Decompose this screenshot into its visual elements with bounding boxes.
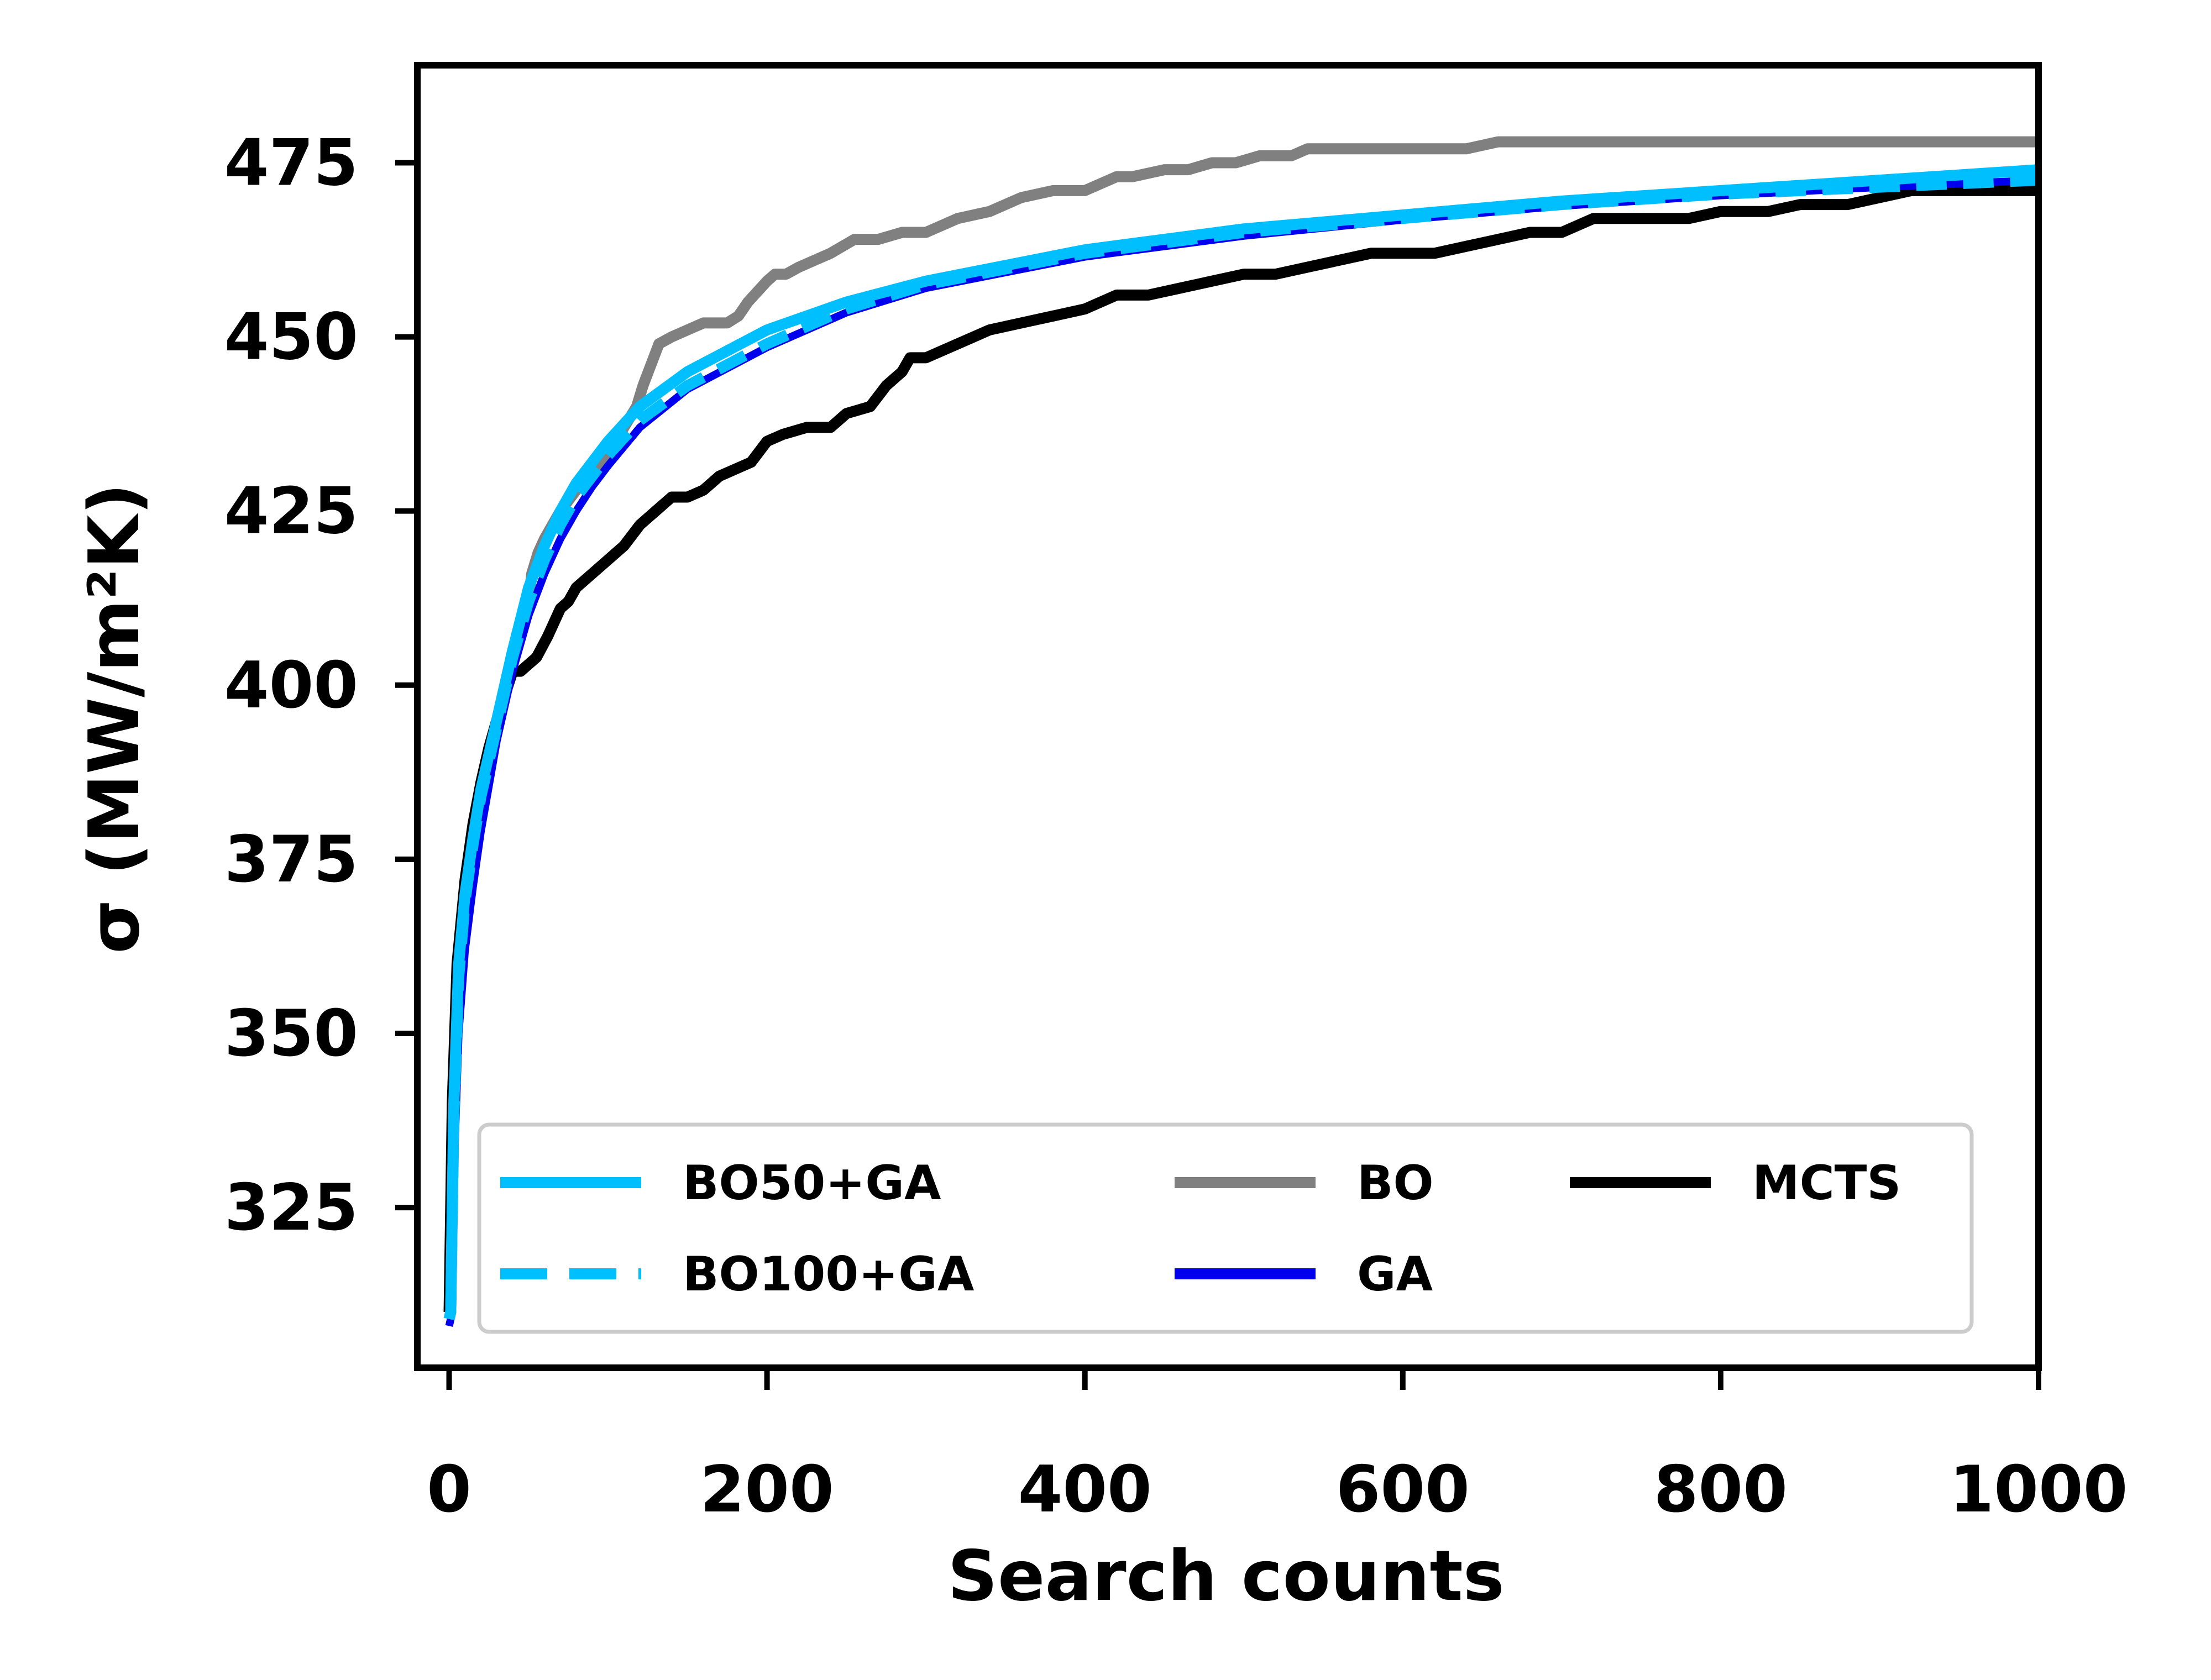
legend-label-bo100-ga: BO100+GA <box>683 1247 974 1302</box>
legend-label-mcts: MCTS <box>1752 1156 1901 1211</box>
y-tick-label: 450 <box>224 300 358 375</box>
plot-frame <box>414 62 2042 1371</box>
x-tick-label: 600 <box>1336 1452 1470 1527</box>
y-tick-label: 400 <box>224 648 358 723</box>
legend-label-ga: GA <box>1357 1247 1433 1302</box>
y-tick-label: 425 <box>224 474 358 549</box>
y-axis-label: σ (MW/m²K) <box>74 483 155 954</box>
y-tick-label: 475 <box>224 125 358 200</box>
y-tick-label: 375 <box>224 822 358 897</box>
x-tick-label: 800 <box>1654 1452 1788 1527</box>
x-tick-label: 400 <box>1018 1452 1152 1527</box>
x-tick-label: 200 <box>700 1452 834 1527</box>
series-layer <box>443 136 2039 1327</box>
legend: BO50+GA BO100+GA BO GA MCTS <box>477 1122 1974 1334</box>
series-line-mcts <box>443 185 2039 1313</box>
y-tick-label: 350 <box>224 996 358 1071</box>
legend-label-bo50-ga: BO50+GA <box>683 1156 941 1211</box>
y-tick-label: 325 <box>224 1170 358 1245</box>
x-tick-label: 1000 <box>1950 1452 2128 1527</box>
x-axis-label: Search counts <box>947 1535 1505 1616</box>
legend-label-bo: BO <box>1357 1156 1434 1211</box>
y-axis: 325 350 375 400 425 450 475 <box>224 125 417 1245</box>
series-line-bo50-ga <box>443 164 2039 1321</box>
x-tick-label: 0 <box>427 1452 471 1527</box>
x-axis: 0 200 400 600 800 1000 <box>427 1368 2128 1527</box>
legend-box <box>477 1122 1974 1334</box>
